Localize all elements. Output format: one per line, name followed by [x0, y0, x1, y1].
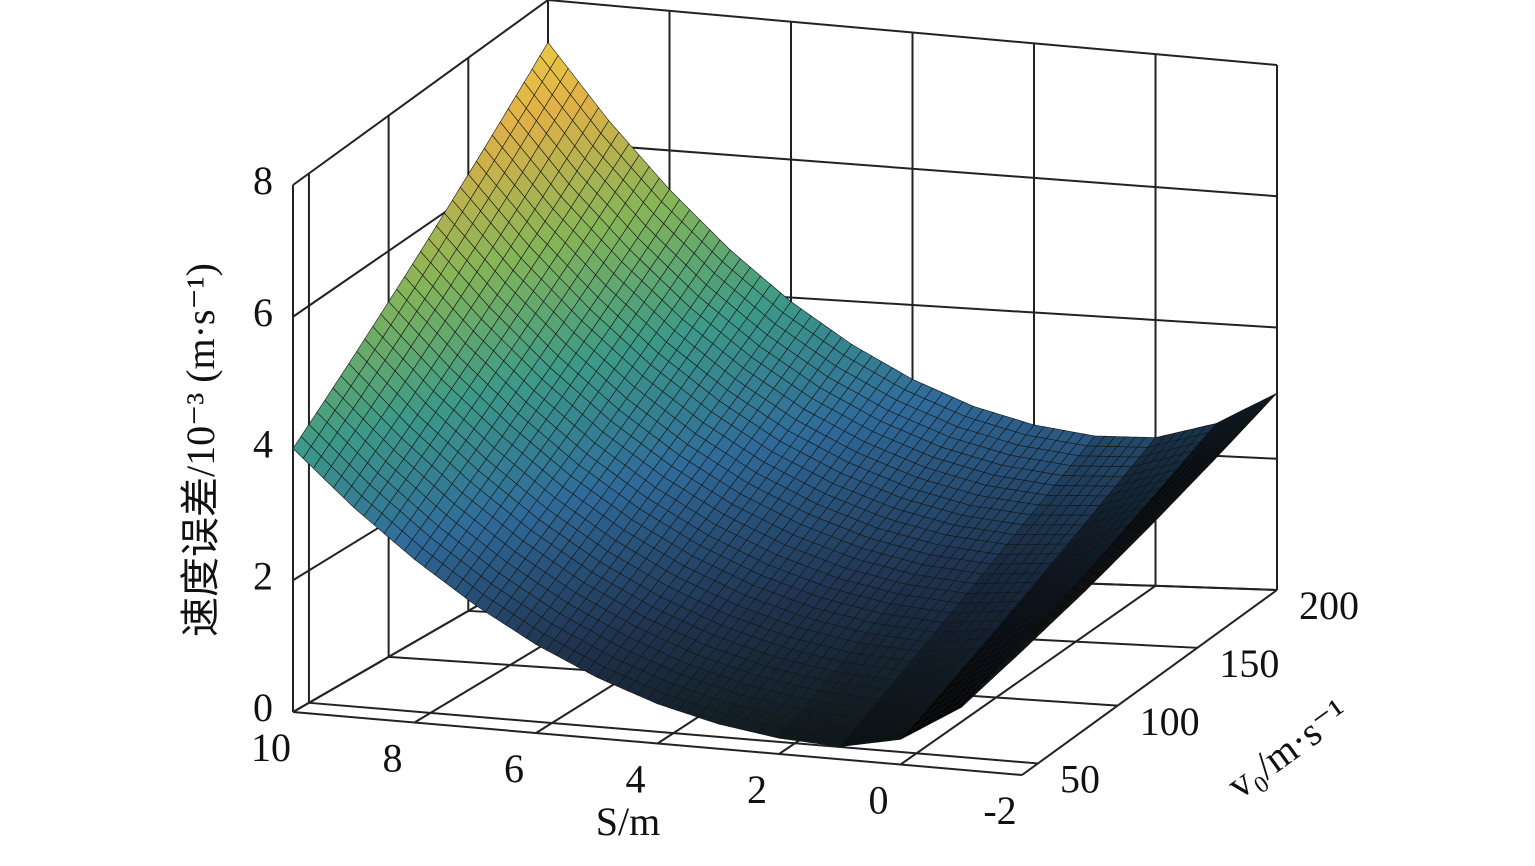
surface-cell [902, 591, 1029, 671]
surface-cell [900, 639, 1026, 740]
box-edge [292, 711, 1023, 776]
surface-cell [848, 378, 974, 489]
grid-line [1021, 589, 1278, 776]
surface-cell [964, 569, 1090, 667]
surface-cell [1152, 392, 1278, 498]
surface-cell [602, 341, 728, 478]
x-axis-label: S/m [596, 799, 660, 844]
z-tick-label: 0 [253, 685, 273, 730]
surface-cell [656, 624, 783, 725]
grid-line [292, 0, 549, 186]
z-tick-label: 6 [253, 290, 273, 335]
grid-line [899, 585, 1157, 766]
surface-cell [605, 189, 731, 343]
x-tick-label: 8 [383, 736, 403, 781]
surface-cell [660, 514, 786, 626]
surface-cell [905, 505, 1032, 594]
surface-facet [1011, 643, 1031, 661]
x-tick-label: 6 [504, 746, 524, 791]
surface-cell [480, 220, 607, 380]
surface-cell [535, 561, 661, 678]
surface-cell [720, 544, 847, 648]
surface-cell [353, 414, 479, 560]
surface-cell [292, 350, 418, 508]
x-tick-label: 2 [747, 767, 767, 812]
surface-cell [781, 567, 908, 663]
x-tick-label: 10 [251, 725, 291, 770]
surface-cell [908, 405, 1035, 506]
surface-cell [1027, 496, 1154, 593]
y-tick-label: 50 [1060, 757, 1100, 802]
z-tick-label: 8 [253, 158, 273, 203]
surface-cell [778, 661, 905, 748]
surface-cell [845, 487, 971, 585]
surface-facet [1258, 392, 1278, 408]
surface-cell [966, 514, 1093, 594]
surface-cell [420, 147, 546, 320]
surface-cell [414, 470, 540, 606]
surface-cell [474, 519, 601, 645]
surface-cell [1030, 435, 1157, 516]
x-tick-label: -2 [983, 788, 1016, 833]
surface-cell [726, 301, 853, 432]
y-tick-label: 150 [1219, 641, 1279, 686]
grid-line [308, 701, 1039, 765]
surface-cell [1090, 423, 1218, 516]
surface-cell [1024, 526, 1150, 640]
x-tick-label: 4 [626, 757, 646, 802]
surface-cell [356, 251, 482, 416]
surface-cell [544, 120, 670, 286]
surface-cell [1088, 460, 1214, 570]
surface-cell [969, 424, 1096, 516]
z-tick-label: 4 [253, 422, 273, 467]
y-axis-label: v₀/m·s⁻¹ [1218, 690, 1356, 808]
surface-cell [784, 462, 910, 569]
surface-cell [787, 344, 913, 464]
y-tick-label: 200 [1299, 583, 1359, 628]
x-tick-label: 0 [869, 778, 889, 823]
surface-cell [961, 590, 1087, 708]
z-axis-label: 速度误差/10⁻³ (m·s⁻¹) [178, 263, 223, 637]
y-tick-label: 100 [1140, 699, 1200, 744]
surface-cell [538, 431, 664, 563]
surface-cell [596, 596, 722, 705]
surface-cell [839, 666, 966, 748]
surface-cell [477, 378, 604, 521]
z-tick-label: 2 [253, 553, 273, 598]
surface-cell [663, 389, 789, 516]
